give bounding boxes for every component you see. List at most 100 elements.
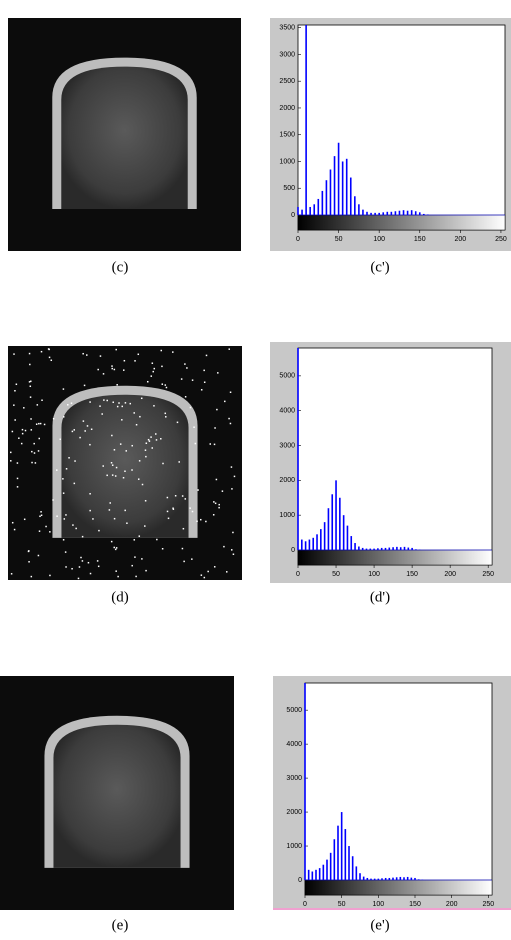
noise-speck [37, 554, 40, 557]
noise-speck [111, 367, 113, 370]
noise-speck [64, 551, 67, 553]
noise-speck [113, 517, 116, 520]
bar [366, 877, 369, 880]
noise-speck [28, 381, 31, 383]
noise-speck [79, 436, 81, 439]
y-tick-label: 4000 [279, 408, 295, 415]
noise-speck [116, 384, 118, 386]
bar [382, 212, 385, 215]
y-tick-label: 1000 [286, 843, 302, 850]
bar [335, 480, 337, 550]
bar [307, 869, 310, 880]
brain [61, 394, 189, 538]
plot-area [297, 24, 506, 231]
noise-speck [131, 444, 133, 447]
noise-speck [59, 438, 61, 441]
noise-speck [184, 396, 187, 398]
noise-speck [228, 417, 230, 420]
noise-speck [160, 438, 162, 440]
noise-speck [181, 495, 184, 497]
brain [53, 724, 181, 868]
noise-speck [164, 412, 167, 415]
y-tick-label: 5000 [279, 373, 295, 380]
bar [370, 212, 372, 215]
noise-speck [108, 509, 111, 511]
noise-speck [81, 560, 84, 562]
noise-speck [10, 573, 13, 575]
x-tick-label: 250 [495, 236, 507, 243]
bar [297, 206, 299, 215]
y-tick-label: 3000 [279, 442, 295, 449]
caption: (d) [111, 589, 129, 605]
x-tick-label: 100 [373, 236, 385, 243]
noise-speck [161, 548, 164, 550]
x-tick-label: 100 [372, 901, 384, 908]
noise-speck [14, 390, 16, 392]
noise-speck [30, 575, 33, 578]
noise-speck [56, 515, 58, 517]
bar [378, 212, 380, 215]
bar [414, 877, 416, 880]
caption: (d') [370, 589, 390, 605]
noise-speck [121, 405, 124, 408]
noise-speck [153, 367, 156, 370]
noise-speck [62, 539, 65, 541]
noise-speck [232, 531, 234, 534]
noise-speck [217, 372, 219, 374]
bar [362, 209, 364, 215]
noise-speck [144, 449, 147, 451]
noise-speck [213, 566, 216, 568]
noise-speck [133, 412, 135, 414]
x-tick-label: 50 [335, 236, 343, 243]
noise-speck [145, 455, 147, 458]
noise-speck [181, 547, 184, 550]
noise-speck [21, 428, 24, 431]
noise-speck [111, 474, 114, 476]
noise-speck [229, 422, 232, 425]
noise-speck [23, 407, 25, 409]
bar [339, 497, 341, 550]
noise-speck [203, 381, 206, 383]
bar [333, 156, 336, 215]
noise-speck [228, 348, 230, 350]
x-tick-label: 250 [482, 571, 494, 578]
y-tick-label: 0 [298, 877, 302, 884]
bar [317, 198, 320, 215]
noise-speck [166, 510, 169, 513]
noise-speck [89, 509, 91, 512]
bar [301, 539, 303, 550]
bar [331, 494, 334, 550]
noise-speck [68, 457, 70, 459]
bar [403, 877, 405, 880]
brain [61, 66, 188, 210]
noise-speck [144, 525, 146, 527]
noise-speck [161, 365, 163, 368]
noise-speck [89, 401, 91, 403]
noise-speck [75, 527, 77, 530]
noise-speck [135, 575, 137, 578]
noise-speck [172, 351, 174, 353]
noise-speck [118, 402, 120, 404]
noise-speck [172, 508, 175, 510]
noise-speck [137, 478, 140, 480]
y-tick-label: 3500 [279, 25, 295, 32]
noise-speck [193, 426, 195, 428]
bar [399, 876, 402, 880]
noise-speck [72, 524, 74, 526]
noise-speck [10, 451, 12, 454]
noise-speck [135, 423, 138, 426]
noise-speck [56, 469, 58, 471]
noise-speck [48, 356, 51, 359]
bar [315, 869, 317, 880]
noise-speck [50, 359, 53, 362]
noise-speck [102, 373, 105, 375]
noise-speck [40, 511, 42, 513]
noise-speck [31, 461, 33, 464]
y-tick-label: 0 [291, 212, 295, 219]
bar [355, 866, 358, 880]
noise-speck [27, 550, 30, 553]
noise-speck [182, 527, 185, 530]
noise-speck [165, 386, 168, 389]
plot-area [297, 347, 493, 566]
bar [354, 543, 356, 550]
